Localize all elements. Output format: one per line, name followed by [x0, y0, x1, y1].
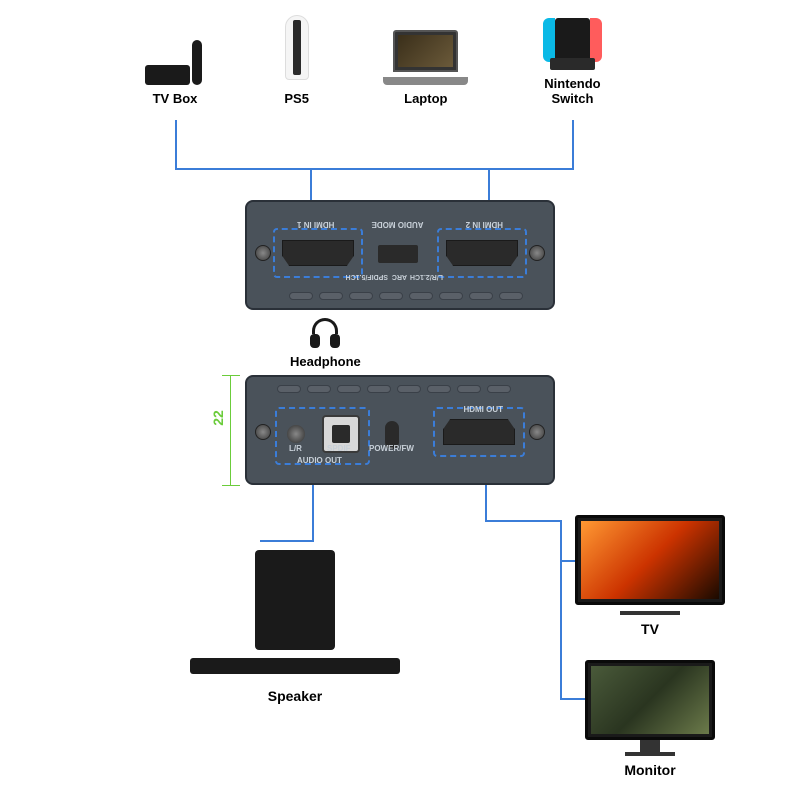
- headphone-label: Headphone: [290, 354, 361, 369]
- headphone-output: Headphone: [290, 318, 361, 369]
- line-hdmi-out-down: [485, 485, 487, 520]
- line-audio-out: [312, 485, 314, 540]
- highlight-hdmi-in-2: [437, 228, 527, 278]
- dim-vert: [230, 375, 231, 485]
- label-spdif: SPDIF: [327, 444, 351, 453]
- highlight-hdmi-in-1: [273, 228, 363, 278]
- label-hdmi-in-1: HDMI IN 1: [297, 220, 334, 229]
- hdmi-switch-bottom: L/R SPDIF POWER/FW HDMI OUT AUDIO OUT: [245, 375, 555, 485]
- device-ps5: PS5: [277, 15, 317, 106]
- highlight-hdmi-out: [433, 407, 525, 457]
- input-devices-row: TV Box PS5 Laptop Nintendo Switch: [140, 10, 610, 106]
- dim-top: [222, 375, 240, 376]
- line-hdmi-out-h: [485, 520, 560, 522]
- speaker-label: Speaker: [268, 688, 322, 704]
- device-laptop: Laptop: [383, 30, 468, 106]
- monitor-icon: [585, 660, 715, 740]
- label-hdmi-out: HDMI OUT: [463, 405, 503, 414]
- label-lr21: L/R/2.1CH: [410, 273, 443, 280]
- laptop-icon: [383, 30, 468, 85]
- label-audio-out: AUDIO OUT: [297, 456, 342, 465]
- device-switch: Nintendo Switch: [535, 10, 610, 106]
- label-power: POWER/FW: [369, 444, 414, 453]
- dimension-height: 22: [210, 410, 226, 426]
- line-input-to-hdmi1: [488, 168, 490, 203]
- label-audio-mode: AUDIO MODE: [370, 220, 425, 229]
- speaker-sub-icon: [255, 550, 335, 650]
- line-inputs-left: [175, 120, 177, 170]
- ps5-label: PS5: [284, 91, 309, 106]
- line-hdmi-out-v: [560, 520, 562, 700]
- switch-label: Nintendo Switch: [544, 76, 600, 106]
- line-inputs-bridge: [175, 168, 574, 170]
- line-input-to-hdmi2: [310, 168, 312, 203]
- hdmi-switch-top: HDMI IN 1 HDMI IN 2 AUDIO MODE ARC L/R/2…: [245, 200, 555, 310]
- diagram-container: TV Box PS5 Laptop Nintendo Switch: [0, 0, 800, 800]
- speaker-output: Speaker: [190, 550, 400, 704]
- monitor-output: Monitor: [585, 660, 715, 778]
- dim-bottom: [222, 485, 240, 486]
- monitor-label: Monitor: [624, 762, 675, 778]
- tvbox-label: TV Box: [153, 91, 198, 106]
- label-hdmi-in-2: HDMI IN 2: [466, 220, 503, 229]
- ps5-icon: [277, 15, 317, 85]
- label-arc: ARC: [392, 273, 407, 280]
- line-inputs-right: [572, 120, 574, 170]
- tvbox-icon: [140, 30, 210, 85]
- label-spdif51: SPDIF/5.1CH: [346, 273, 388, 280]
- line-audio-h: [260, 540, 314, 542]
- tv-icon: [575, 515, 725, 605]
- audio-mode-switch: [378, 245, 418, 263]
- tv-label: TV: [641, 621, 659, 637]
- label-lr: L/R: [289, 444, 302, 453]
- device-tvbox: TV Box: [140, 30, 210, 106]
- line-to-monitor: [560, 698, 585, 700]
- headphone-icon: [308, 318, 342, 348]
- soundbar-icon: [190, 658, 400, 674]
- switch-icon: [535, 10, 610, 70]
- tv-output: TV: [575, 515, 725, 637]
- laptop-label: Laptop: [404, 91, 447, 106]
